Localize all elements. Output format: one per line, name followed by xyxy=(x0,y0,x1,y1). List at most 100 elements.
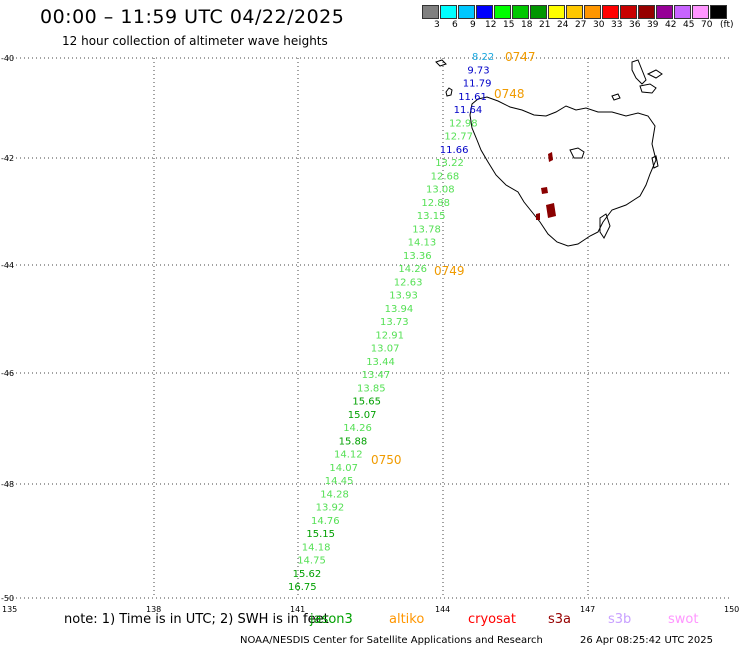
satellite-label: s3b xyxy=(608,612,632,627)
satellite-label: swot xyxy=(668,612,699,627)
scale-swatch xyxy=(656,5,673,19)
islet xyxy=(435,59,447,67)
wave-height-reading: 14.75 xyxy=(297,556,326,567)
lon-axis-labels: 135 138 141 144 147 150 xyxy=(2,605,739,614)
scale-label: 3 xyxy=(434,20,440,30)
wave-height-reading: 14.13 xyxy=(408,238,437,249)
satellite-label: s3a xyxy=(548,612,572,627)
king-island xyxy=(445,87,453,97)
wave-height-reading: 8.22 xyxy=(472,52,494,63)
wave-height-reading: 15.15 xyxy=(306,529,335,540)
scale-swatch xyxy=(620,5,637,19)
lake-marker xyxy=(541,187,548,194)
wave-height-reading: 13.36 xyxy=(403,251,432,262)
lon-label: 135 xyxy=(2,605,17,614)
wave-height-reading: 12.98 xyxy=(449,118,478,129)
wave-height-reading: 16.75 xyxy=(288,582,317,593)
wave-height-reading: 9.73 xyxy=(467,65,489,76)
color-scale-labels: 3 6 9 12 15 18 21 24 27 30 33 36 39 42 45 70 (ft) xyxy=(422,20,740,32)
lake-marker xyxy=(546,203,556,218)
wave-height-reading: 13.15 xyxy=(417,211,446,222)
lon-label: 144 xyxy=(435,605,450,614)
page-title: 00:00 – 11:59 UTC 04/22/2025 xyxy=(40,6,345,28)
scale-label: 18 xyxy=(521,20,533,30)
wave-height-reading: 13.08 xyxy=(426,185,455,196)
wave-height-reading: 12.91 xyxy=(375,330,404,341)
lat-label: -40 xyxy=(1,54,14,63)
scale-label: 70 xyxy=(701,20,713,30)
scale-swatch xyxy=(476,5,493,19)
lake-marker xyxy=(548,152,553,162)
wave-height-reading: 13.44 xyxy=(366,357,395,368)
generation-timestamp: 26 Apr 08:25:42 UTC 2025 xyxy=(580,635,713,646)
scale-label: 24 xyxy=(557,20,569,30)
scale-unit: (ft) xyxy=(720,20,734,30)
tasmania-coastline xyxy=(469,96,657,247)
wave-height-reading: 13.78 xyxy=(412,224,441,235)
wave-height-reading: 11.61 xyxy=(458,92,487,103)
lat-label: -44 xyxy=(1,261,14,270)
wave-height-reading: 14.28 xyxy=(320,489,349,500)
scale-label: 36 xyxy=(629,20,641,30)
track-time-label: 0748 xyxy=(494,87,525,101)
scale-label: 27 xyxy=(575,20,587,30)
wave-height-reading: 11.66 xyxy=(440,145,469,156)
scale-swatch xyxy=(530,5,547,19)
page-subtitle: 12 hour collection of altimeter wave hei… xyxy=(62,34,328,48)
scale-swatch xyxy=(710,5,727,19)
lake-marker xyxy=(536,213,540,220)
wave-height-reading: 11.79 xyxy=(463,79,492,90)
satellite-label: cryosat xyxy=(468,612,516,627)
wave-height-reading: 15.65 xyxy=(352,397,381,408)
lat-label: -42 xyxy=(1,154,14,163)
bruny-island xyxy=(599,213,611,239)
track-time-label: 0747 xyxy=(505,50,536,64)
lon-label: 150 xyxy=(724,605,739,614)
wave-height-reading: 15.07 xyxy=(348,410,377,421)
scale-swatch xyxy=(674,5,691,19)
footnote: note: 1) Time is in UTC; 2) SWH is in fe… xyxy=(64,612,329,627)
wave-height-reading: 13.94 xyxy=(385,304,414,315)
wave-height-reading: 11.64 xyxy=(454,105,483,116)
wave-height-reading: 13.93 xyxy=(389,291,418,302)
wave-height-reading: 12.63 xyxy=(394,277,423,288)
lat-axis-labels: -40 -42 -44 -46 -48 -50 xyxy=(1,54,14,603)
wave-height-reading: 13.22 xyxy=(435,158,464,169)
wave-height-reading: 13.92 xyxy=(316,503,345,514)
scale-swatch xyxy=(584,5,601,19)
wave-height-reading: 14.26 xyxy=(343,423,372,434)
lon-label: 138 xyxy=(146,605,161,614)
scale-label: 9 xyxy=(470,20,476,30)
scale-swatch xyxy=(548,5,565,19)
track-times: 0747 0748 0749 0750 xyxy=(371,50,536,467)
scale-swatch xyxy=(566,5,583,19)
scale-swatch xyxy=(494,5,511,19)
wave-height-track: 8.22 9.73 11.79 11.61 11.64 12.98 12.77 11.66 13… xyxy=(288,52,494,593)
wave-height-reading: 12.77 xyxy=(444,132,473,143)
scale-swatch xyxy=(602,5,619,19)
track-time-label: 0749 xyxy=(434,264,465,278)
coastline xyxy=(435,59,663,247)
scale-label: 42 xyxy=(665,20,677,30)
lon-label: 147 xyxy=(580,605,595,614)
scale-label: 12 xyxy=(485,20,497,30)
wave-height-reading: 13.73 xyxy=(380,317,409,328)
scale-label: 45 xyxy=(683,20,695,30)
satellite-label: altiko xyxy=(389,612,425,627)
satellite-label: jason3 xyxy=(310,612,353,627)
flinders-island xyxy=(631,59,647,85)
islet xyxy=(611,93,621,101)
lon-label: 141 xyxy=(290,605,305,614)
scale-label: 39 xyxy=(647,20,659,30)
scale-label: 6 xyxy=(452,20,458,30)
lat-label: -46 xyxy=(1,369,14,378)
islet xyxy=(569,147,585,159)
scale-label: 30 xyxy=(593,20,605,30)
wave-height-reading: 14.45 xyxy=(325,476,354,487)
wave-height-color-scale xyxy=(422,5,728,19)
islet xyxy=(646,69,663,79)
wave-height-reading: 12.88 xyxy=(421,198,450,209)
wave-height-reading: 12.68 xyxy=(431,171,460,182)
scale-label: 21 xyxy=(539,20,551,30)
